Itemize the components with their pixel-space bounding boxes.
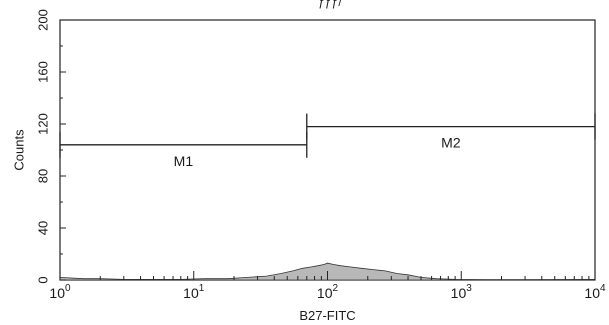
marker-m2: M2 bbox=[306, 113, 596, 151]
y-axis-label: Counts bbox=[11, 129, 26, 171]
y-tick-label: 120 bbox=[35, 113, 50, 135]
marker-m1: M1 bbox=[59, 131, 308, 169]
y-tick-label: 200 bbox=[35, 9, 50, 31]
y-tick-label: 160 bbox=[35, 61, 50, 83]
marker-layer: M1 M2 bbox=[59, 113, 596, 169]
x-tick-label: 100 bbox=[49, 283, 71, 301]
x-tick-label: 101 bbox=[183, 283, 205, 301]
y-tick-label: 0 bbox=[35, 276, 50, 283]
x-axis-label: B27-FITC bbox=[299, 308, 355, 323]
x-tick-label: 104 bbox=[584, 283, 606, 301]
plot-frame bbox=[59, 19, 596, 281]
chart-title-fragment: ƒƒƒ/ bbox=[318, 0, 342, 9]
x-axis-ticks: 100 101 102 103 104 bbox=[49, 271, 606, 301]
y-tick-label: 40 bbox=[35, 221, 50, 235]
marker-label: M1 bbox=[174, 153, 194, 169]
y-axis-ticks: 0 40 80 120 160 200 bbox=[35, 9, 66, 284]
y-tick-label: 80 bbox=[35, 169, 50, 183]
marker-label: M2 bbox=[441, 135, 461, 151]
x-tick-label: 102 bbox=[317, 283, 339, 301]
x-tick-label: 103 bbox=[451, 283, 473, 301]
